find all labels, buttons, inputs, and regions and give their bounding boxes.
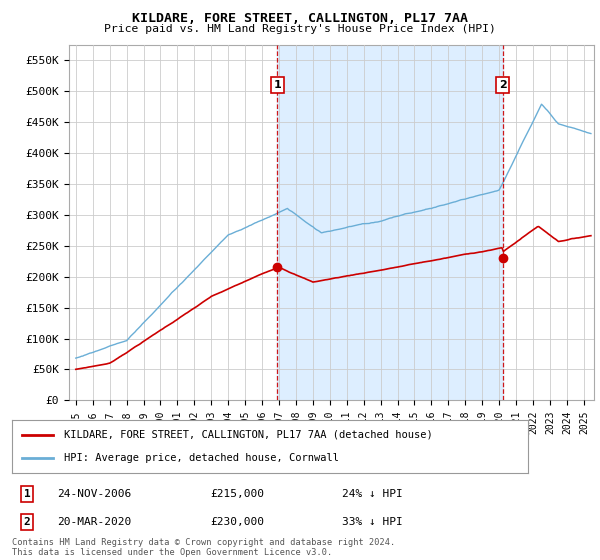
Text: 24% ↓ HPI: 24% ↓ HPI [342,489,403,499]
Text: 1: 1 [23,489,31,499]
Text: KILDARE, FORE STREET, CALLINGTON, PL17 7AA (detached house): KILDARE, FORE STREET, CALLINGTON, PL17 7… [64,430,433,440]
Text: Contains HM Land Registry data © Crown copyright and database right 2024.
This d: Contains HM Land Registry data © Crown c… [12,538,395,557]
Text: £215,000: £215,000 [210,489,264,499]
Text: £230,000: £230,000 [210,517,264,527]
Text: 24-NOV-2006: 24-NOV-2006 [57,489,131,499]
Bar [277,45,503,400]
Text: Price paid vs. HM Land Registry's House Price Index (HPI): Price paid vs. HM Land Registry's House … [104,24,496,34]
Text: 2: 2 [499,80,506,90]
Text: 20-MAR-2020: 20-MAR-2020 [57,517,131,527]
Text: 2: 2 [23,517,31,527]
Text: HPI: Average price, detached house, Cornwall: HPI: Average price, detached house, Corn… [64,453,338,463]
Text: 33% ↓ HPI: 33% ↓ HPI [342,517,403,527]
Text: 1: 1 [274,80,281,90]
Text: KILDARE, FORE STREET, CALLINGTON, PL17 7AA: KILDARE, FORE STREET, CALLINGTON, PL17 7… [132,12,468,25]
